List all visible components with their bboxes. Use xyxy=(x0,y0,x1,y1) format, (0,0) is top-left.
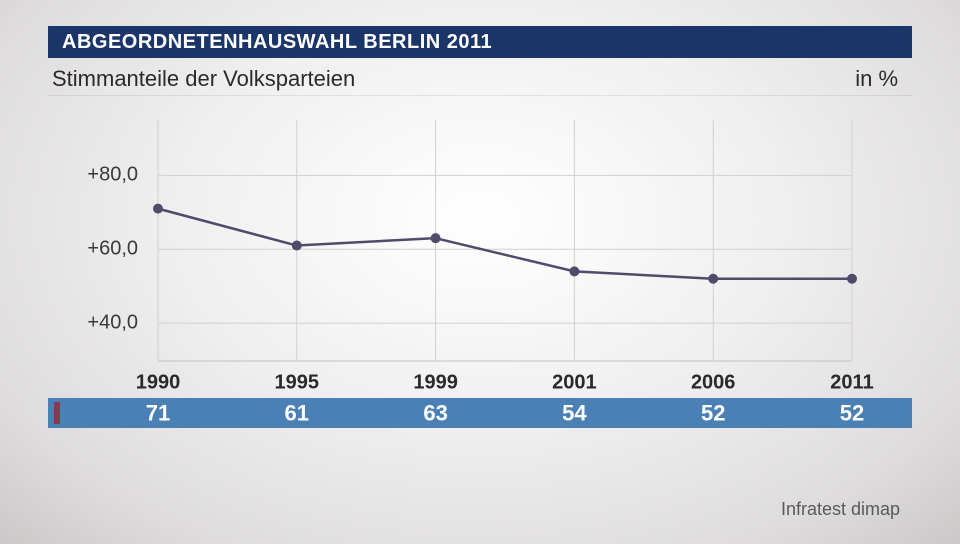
x-value-label: 52 xyxy=(840,401,864,426)
x-value-label: 52 xyxy=(701,401,725,426)
x-year-label: 1990 xyxy=(136,372,181,394)
x-value-label: 71 xyxy=(146,401,170,426)
line-chart: +40,0 +60,0 +80,0 1990 1995 1999 2001 2006 2011 7… xyxy=(48,110,912,474)
x-value-label: 54 xyxy=(562,401,587,426)
data-point xyxy=(431,233,441,243)
x-year-label: 2006 xyxy=(691,372,736,394)
chart-area: +40,0 +60,0 +80,0 1990 1995 1999 2001 2006 2011 7… xyxy=(48,110,912,474)
y-tick-label: +60,0 xyxy=(87,238,138,260)
header-bar: ABGEORDNETENHAUSWAHL BERLIN 2011 xyxy=(48,26,912,58)
unit-text: in % xyxy=(855,66,898,92)
subtitle-text: Stimmanteile der Volksparteien xyxy=(52,66,355,92)
data-point xyxy=(153,204,163,214)
data-point xyxy=(847,274,857,284)
data-point xyxy=(292,241,302,251)
x-year-label: 1999 xyxy=(413,372,458,394)
x-value-label: 63 xyxy=(423,401,447,426)
x-value-label: 61 xyxy=(285,401,309,426)
y-tick-label: +40,0 xyxy=(87,311,138,333)
source-attribution: Infratest dimap xyxy=(781,499,900,520)
x-year-label: 1995 xyxy=(275,372,320,394)
y-tick-label: +80,0 xyxy=(87,164,138,186)
subtitle-row: Stimmanteile der Volksparteien in % xyxy=(48,62,912,96)
header-title: ABGEORDNETENHAUSWAHL BERLIN 2011 xyxy=(62,31,492,54)
data-line xyxy=(158,209,852,279)
data-point xyxy=(708,274,718,284)
value-row-accent xyxy=(54,402,60,424)
data-point xyxy=(569,266,579,276)
page-root: ABGEORDNETENHAUSWAHL BERLIN 2011 Stimman… xyxy=(0,0,960,544)
x-year-label: 2011 xyxy=(830,372,873,394)
x-year-label: 2001 xyxy=(552,372,597,394)
value-row-bg xyxy=(48,398,912,428)
